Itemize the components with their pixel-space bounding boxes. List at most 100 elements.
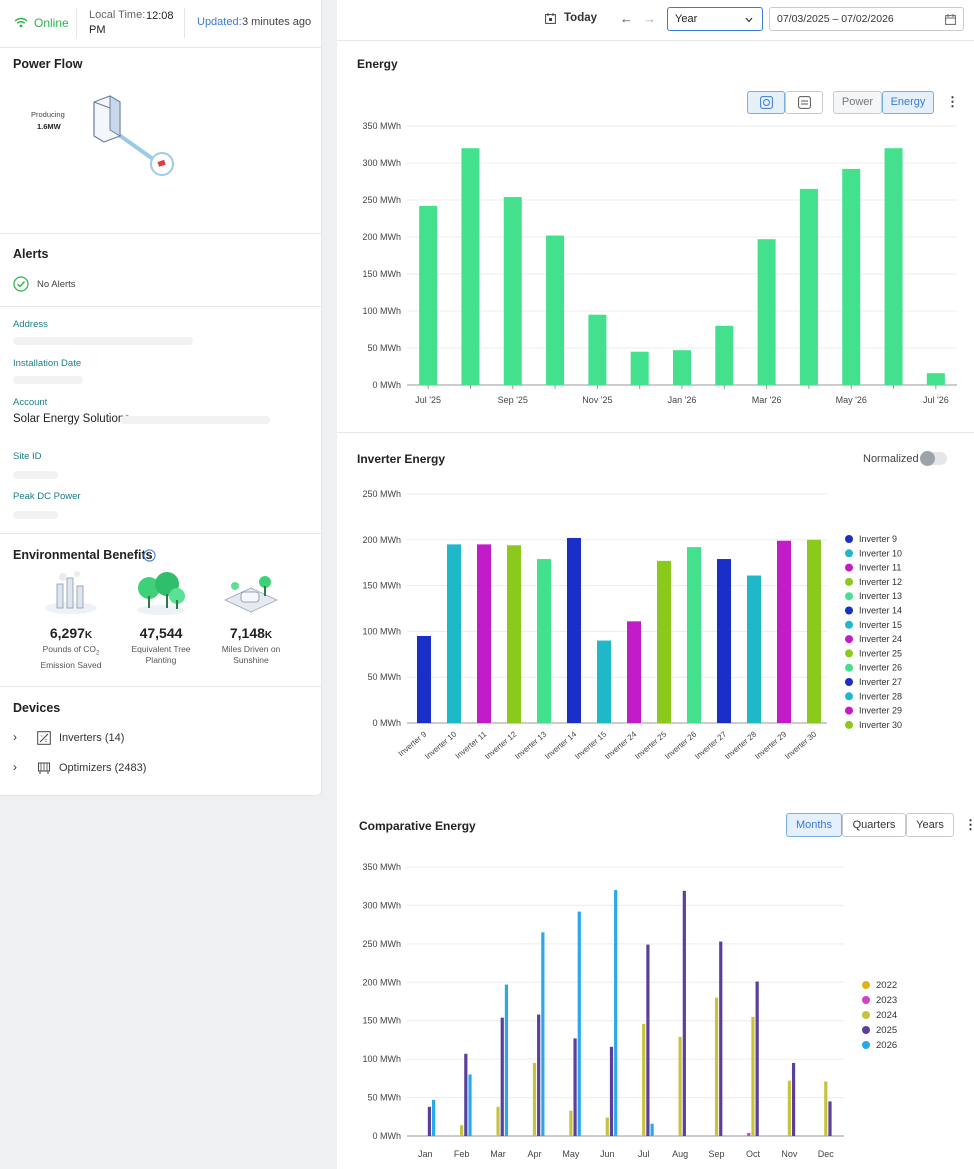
calendar-icon[interactable] [945, 14, 956, 25]
inverter-bar [477, 544, 491, 723]
y-tick-label: 150 MWh [362, 581, 401, 591]
site-overview-panel: Online Local Time: 12:08 PM Updated: 3 m… [0, 0, 322, 796]
inverter-icon [93, 95, 174, 176]
miles-caption-1: Miles Driven on [221, 644, 281, 654]
legend-label: Inverter 13 [859, 591, 902, 601]
comparative-bar [791, 1062, 796, 1136]
period-select[interactable]: Year [667, 7, 763, 31]
y-tick-label: 0 MWh [372, 1131, 401, 1141]
x-tick-label: Apr [527, 1149, 541, 1159]
inverter-bar [657, 560, 671, 723]
x-tick-label: Inverter 10 [423, 729, 459, 761]
chart-view-toggle-bar[interactable] [747, 91, 785, 114]
y-tick-label: 0 MWh [372, 380, 401, 390]
comparative-bar [755, 981, 759, 1136]
legend-swatch [845, 592, 853, 601]
energy-bar [630, 351, 649, 385]
inverter-bar [777, 540, 791, 723]
comparative-chart: 0 MWh 50 MWh 100 MWh 150 MWh 200 MWh 250 MWh 3… [362, 862, 897, 1159]
x-tick-label: Inverter 28 [723, 729, 759, 761]
svg-text:~: ~ [40, 734, 43, 739]
x-tick-label: Sep [709, 1149, 725, 1159]
y-tick-label: 100 MWh [362, 306, 401, 316]
inverter-bar [747, 575, 761, 723]
x-tick-label: Jan '26 [668, 395, 697, 405]
energy-chart-title: Energy [357, 57, 398, 71]
x-tick-label: Nov '25 [582, 395, 612, 405]
power-flow-diagram[interactable]: Producing 1.6MW [20, 90, 190, 190]
more-options-icon[interactable]: ⋮ [946, 94, 959, 109]
co2-unit: K [84, 630, 93, 641]
power-button[interactable]: Power [833, 91, 882, 114]
x-tick-label: Jan [418, 1149, 433, 1159]
normalized-label: Normalized [863, 453, 919, 465]
toolbar: Today ← → Year 07/03/2025 – 07/02/2026 [337, 0, 974, 41]
comparative-bar [537, 1014, 541, 1136]
y-tick-label: 250 MWh [362, 939, 401, 949]
years-button[interactable]: Years [906, 813, 954, 837]
bar-chart-view-icon [759, 96, 773, 109]
comparative-bar [573, 1038, 577, 1136]
chevron-right-icon[interactable]: › [13, 760, 17, 774]
factory-icon [45, 571, 97, 614]
x-tick-label: Dec [818, 1149, 835, 1159]
legend-label: Inverter 26 [859, 663, 902, 673]
x-tick-label: Jul [638, 1149, 650, 1159]
chevron-right-icon[interactable]: › [13, 730, 17, 744]
x-tick-label: May '26 [836, 395, 867, 405]
arrow-left-icon[interactable]: ← [620, 11, 633, 26]
section-divider [0, 533, 321, 534]
co2-caption-2: Emission Saved [40, 659, 102, 670]
months-button[interactable]: Months [786, 813, 842, 837]
device-row-optimizers[interactable]: › Optimizers (2483) [13, 759, 303, 777]
header-divider [184, 8, 185, 38]
y-tick-label: 200 MWh [362, 977, 401, 987]
y-tick-label: 150 MWh [362, 269, 401, 279]
y-tick-label: 300 MWh [362, 158, 401, 168]
legend-label: Inverter 27 [859, 677, 902, 687]
online-status: Online [34, 16, 69, 30]
env-item-co2: 6,297K Pounds of CO2 Emission Saved [31, 570, 111, 671]
account-label: Account [13, 397, 48, 408]
quarters-button[interactable]: Quarters [842, 813, 906, 837]
info-icon[interactable] [143, 549, 156, 562]
legend-swatch [862, 996, 870, 1004]
legend-label: Inverter 10 [859, 548, 902, 558]
more-options-icon[interactable]: ⋮ [964, 817, 974, 832]
x-tick-label: Nov [781, 1149, 798, 1159]
comparative-bar [614, 890, 618, 1136]
legend-swatch [862, 1011, 870, 1019]
y-tick-label: 250 MWh [362, 195, 401, 205]
date-range-input[interactable]: 07/03/2025 – 07/02/2026 [769, 7, 964, 31]
optimizer-device-icon [38, 762, 50, 774]
calendar-today-icon [545, 13, 556, 24]
y-tick-label: 50 MWh [367, 672, 401, 682]
inverter-bar [687, 547, 701, 723]
car-icon [224, 576, 278, 613]
x-tick-label: Inverter 15 [573, 729, 609, 761]
legend-label: 2026 [876, 1040, 897, 1051]
comparative-bar [682, 890, 686, 1136]
arrow-right-icon[interactable]: → [643, 11, 656, 26]
comparative-bar [605, 1117, 609, 1136]
inverter-bar [717, 559, 731, 723]
comparative-bar [496, 1106, 500, 1136]
period-select-value: Year [675, 13, 698, 25]
normalized-toggle[interactable] [920, 451, 947, 466]
energy-chart: 0 MWh 50 MWh 100 MWh 150 MWh 200 MWh 250 MWh 3… [362, 121, 957, 405]
legend-label: 2023 [876, 995, 897, 1006]
legend-swatch [845, 577, 853, 586]
account-redacted [120, 416, 270, 424]
legend-label: Inverter 30 [859, 720, 902, 730]
comparative-bar [751, 1016, 755, 1136]
updated-label: Updated: [197, 16, 242, 28]
device-row-inverters[interactable]: › ~ = Inverters (14) [13, 729, 303, 747]
comparative-bar [464, 1053, 468, 1136]
alerts-status: No Alerts [37, 279, 76, 290]
chart-view-toggle-table[interactable] [785, 91, 823, 114]
local-time-label: Local Time: [89, 9, 146, 21]
comparative-bar [460, 1125, 464, 1136]
env-item-trees: 47,544 Equivalent Tree Planting [121, 570, 201, 666]
comparative-chart-title: Comparative Energy [359, 819, 476, 833]
energy-button[interactable]: Energy [882, 91, 934, 114]
